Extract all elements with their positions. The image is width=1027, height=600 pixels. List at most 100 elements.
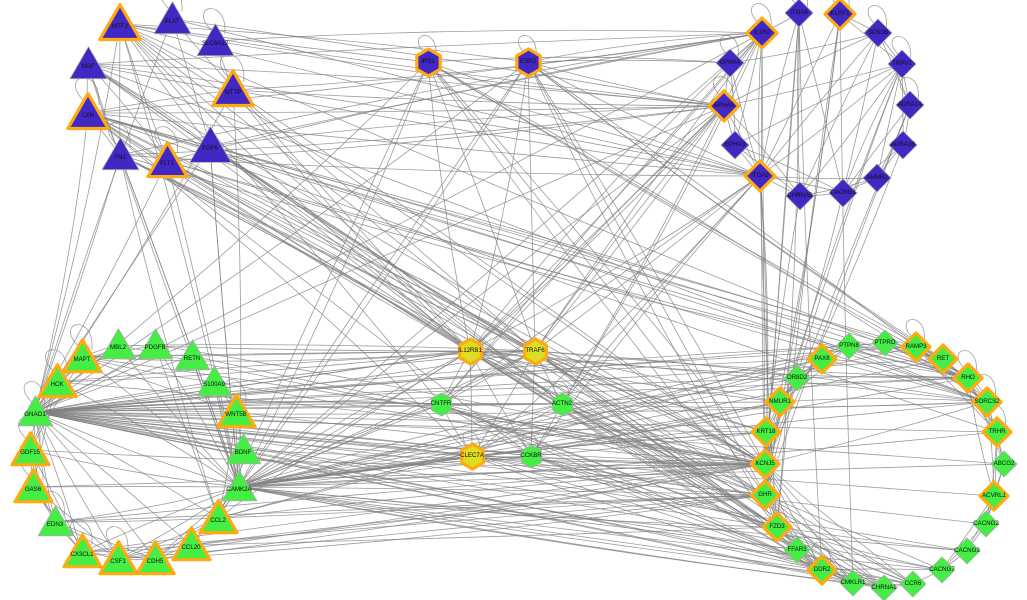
graph-edge[interactable] [34, 411, 943, 571]
graph-edge[interactable] [469, 105, 725, 352]
graph-edge[interactable] [876, 63, 903, 179]
graph-edge[interactable] [81, 463, 766, 553]
graph-edge[interactable] [34, 401, 781, 413]
graph-edge[interactable] [34, 358, 944, 413]
graph-edge[interactable] [561, 403, 914, 585]
graph-self-loop-edge[interactable] [160, 0, 183, 12]
graph-self-loop-edge[interactable] [905, 319, 925, 341]
graph-self-loop-edge[interactable] [418, 35, 437, 57]
graph-edge[interactable] [534, 105, 725, 352]
graph-edge[interactable] [427, 61, 471, 352]
graph-edge[interactable] [471, 401, 781, 457]
graph-edge[interactable] [29, 449, 766, 467]
graph-edge[interactable] [166, 160, 778, 528]
graph-edge[interactable] [534, 350, 885, 589]
graph-edge[interactable] [34, 18, 173, 413]
graph-edge[interactable] [171, 18, 471, 352]
graph-edge[interactable] [117, 463, 766, 560]
graph-edge[interactable] [56, 350, 471, 383]
graph-edge[interactable] [427, 56, 731, 64]
graph-edge[interactable] [764, 401, 988, 465]
graph-edge[interactable] [440, 175, 761, 405]
graph-edge[interactable] [759, 63, 903, 177]
graph-edge[interactable] [117, 344, 240, 488]
graph-self-loop-edge[interactable] [108, 122, 131, 148]
graph-edge[interactable] [527, 61, 536, 352]
graph-self-loop-edge[interactable] [769, 374, 789, 396]
graph-edge[interactable] [734, 63, 903, 146]
graph-edge[interactable] [166, 32, 763, 162]
graph-edge[interactable] [166, 160, 536, 352]
graph-edge[interactable] [87, 112, 761, 177]
graph-edge[interactable] [154, 463, 766, 560]
graph-self-loop-edge[interactable] [522, 433, 539, 451]
graph-edge[interactable] [87, 32, 763, 65]
graph-edge[interactable] [561, 377, 969, 405]
graph-edge[interactable] [764, 63, 903, 496]
graph-self-loop-edge[interactable] [203, 8, 226, 34]
graph-edge[interactable] [235, 411, 766, 465]
graph-edge[interactable] [81, 356, 215, 383]
graph-edge[interactable] [29, 449, 240, 488]
graph-edge[interactable] [87, 63, 240, 488]
graph-edge[interactable] [238, 403, 442, 488]
graph-edge[interactable] [729, 32, 879, 64]
graph-self-loop-edge[interactable] [719, 35, 739, 57]
graph-self-loop-edge[interactable] [553, 381, 570, 399]
graph-edge[interactable] [166, 160, 988, 403]
graph-edge[interactable] [530, 431, 767, 457]
graph-edge[interactable] [34, 411, 987, 525]
graph-edge[interactable] [34, 345, 850, 413]
graph-edge[interactable] [534, 175, 761, 352]
graph-edge[interactable] [723, 32, 879, 107]
graph-edge[interactable] [209, 145, 471, 352]
graph-edge[interactable] [734, 144, 844, 194]
graph-edge[interactable] [191, 355, 766, 465]
graph-edge[interactable] [530, 401, 781, 457]
graph-edge[interactable] [534, 350, 969, 379]
graph-edge[interactable] [209, 145, 240, 488]
graph-edge[interactable] [776, 526, 943, 571]
graph-edge[interactable] [527, 32, 763, 63]
graph-edge[interactable] [34, 23, 121, 413]
graph-self-loop-edge[interactable] [70, 519, 93, 545]
graph-edge[interactable] [34, 411, 767, 433]
graph-edge[interactable] [87, 63, 761, 177]
graph-edge[interactable] [238, 431, 998, 488]
graph-edge[interactable] [87, 112, 766, 465]
graph-edge[interactable] [34, 411, 219, 519]
graph-edge[interactable] [469, 61, 529, 352]
graph-edge[interactable] [238, 463, 1005, 488]
graph-edge[interactable] [209, 145, 944, 360]
graph-edge[interactable] [34, 355, 193, 413]
graph-edge[interactable] [34, 61, 529, 413]
graph-self-loop-edge[interactable] [462, 431, 480, 451]
graph-edge[interactable] [534, 350, 798, 551]
graph-edge[interactable] [238, 358, 823, 488]
graph-edge[interactable] [915, 346, 998, 433]
graph-edge[interactable] [191, 355, 240, 488]
graph-edge[interactable] [209, 32, 763, 147]
graph-edge[interactable] [440, 105, 725, 405]
graph-edge[interactable] [469, 175, 761, 352]
graph-edge[interactable] [81, 486, 240, 553]
graph-edge[interactable] [238, 486, 968, 552]
graph-edge[interactable] [527, 59, 731, 64]
graph-edge[interactable] [34, 346, 917, 413]
graph-edge[interactable] [214, 40, 725, 107]
graph-edge[interactable] [238, 486, 885, 589]
graph-edge[interactable] [34, 411, 156, 560]
graph-edge[interactable] [527, 61, 944, 360]
graph-edge[interactable] [34, 411, 240, 488]
graph-edge[interactable] [154, 494, 766, 560]
graph-self-loop-edge[interactable] [713, 76, 734, 100]
graph-edge[interactable] [469, 105, 725, 352]
graph-edge[interactable] [427, 61, 536, 352]
graph-edge[interactable] [238, 455, 532, 488]
graph-edge[interactable] [232, 32, 763, 91]
graph-edge[interactable] [764, 494, 914, 585]
graph-edge[interactable] [759, 32, 879, 177]
graph-edge[interactable] [469, 350, 766, 465]
graph-edge[interactable] [759, 12, 800, 177]
graph-edge[interactable] [190, 526, 778, 546]
